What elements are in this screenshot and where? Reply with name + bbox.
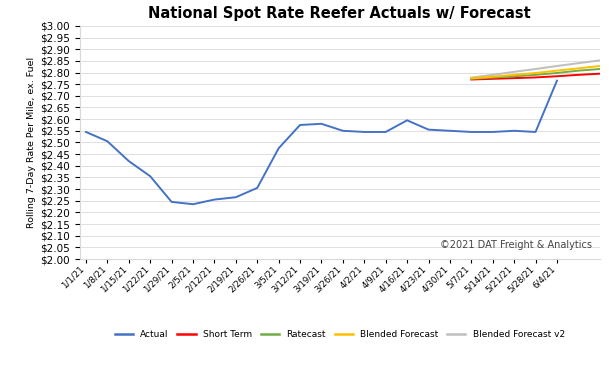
Text: ©2021 DAT Freight & Analytics: ©2021 DAT Freight & Analytics — [440, 240, 592, 250]
Legend: Actual, Short Term, Ratecast, Blended Forecast, Blended Forecast v2: Actual, Short Term, Ratecast, Blended Fo… — [111, 327, 569, 343]
Title: National Spot Rate Reefer Actuals w/ Forecast: National Spot Rate Reefer Actuals w/ For… — [148, 6, 531, 21]
Y-axis label: Rolling 7-Day Rate Per Mile, ex. Fuel: Rolling 7-Day Rate Per Mile, ex. Fuel — [27, 57, 35, 228]
